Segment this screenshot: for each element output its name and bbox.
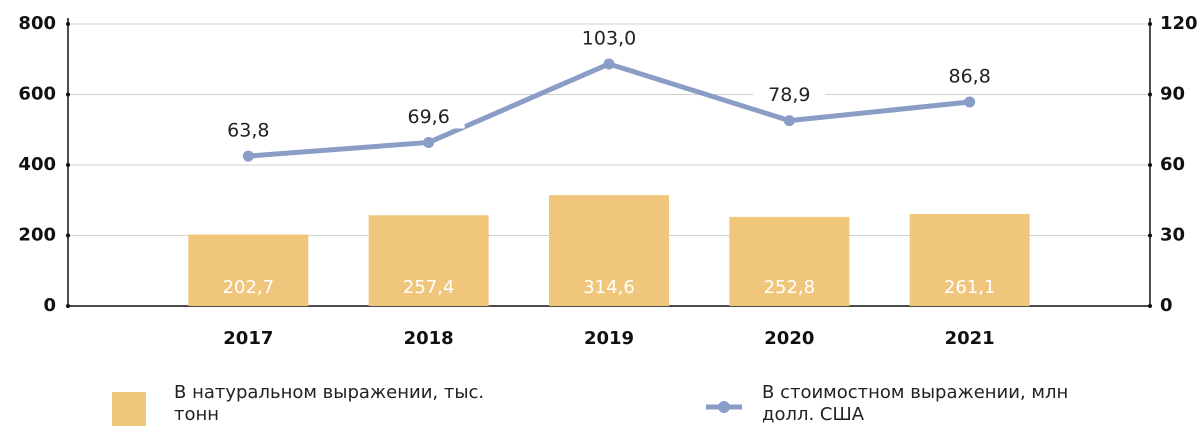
bar: [729, 216, 850, 306]
line: [248, 61, 970, 159]
y-tick-label: 400: [18, 154, 56, 175]
line-point: [964, 96, 976, 108]
y-tick-label: 800: [18, 13, 56, 34]
bar-value-label: 257,4: [403, 277, 455, 298]
bar-value-label: 202,7: [223, 277, 275, 298]
x-tick-label: 2020: [764, 328, 814, 349]
line-point: [603, 58, 615, 70]
line-value-label: 86,8: [949, 66, 991, 88]
y-tick-label: 200: [18, 225, 56, 246]
line-point: [242, 150, 254, 162]
label-bg: [573, 25, 645, 50]
y-tick-label: 600: [18, 84, 56, 105]
legend-label: В натуральном выражении, тыс. тонн: [174, 382, 485, 425]
x-tick-label: 2021: [945, 328, 995, 349]
bar-value-label: 314,6: [583, 277, 635, 298]
line-point: [783, 115, 795, 127]
label-bg: [392, 104, 465, 129]
label-bg: [753, 82, 826, 107]
bar: [549, 195, 669, 306]
y-tick-label: 0: [43, 295, 56, 316]
legend-swatch: [112, 392, 146, 426]
line-value-label: 103,0: [582, 27, 636, 49]
bar: [909, 213, 1030, 306]
y2-tick-label: 120: [1160, 13, 1198, 34]
bar-value-label: 261,1: [944, 277, 996, 298]
legend-label: В стоимостном выражении, млн долл. США: [762, 382, 1069, 425]
label-bg: [933, 64, 1006, 89]
legend-swatch: [706, 401, 742, 413]
bar: [188, 234, 309, 306]
line-value-label: 78,9: [768, 84, 810, 106]
bar-value-label: 252,8: [764, 277, 816, 298]
y2-tick-label: 0: [1160, 295, 1173, 316]
x-tick-label: 2019: [584, 328, 634, 349]
y2-tick-label: 30: [1160, 225, 1185, 246]
label-bg: [212, 118, 285, 143]
y2-tick-label: 90: [1160, 84, 1185, 105]
line-point: [423, 136, 435, 148]
x-tick-label: 2018: [404, 328, 454, 349]
y2-tick-label: 60: [1160, 154, 1185, 175]
x-tick-label: 2017: [223, 328, 273, 349]
line-value-label: 69,6: [408, 106, 450, 128]
line-value-label: 63,8: [227, 120, 269, 142]
bar: [368, 215, 489, 306]
